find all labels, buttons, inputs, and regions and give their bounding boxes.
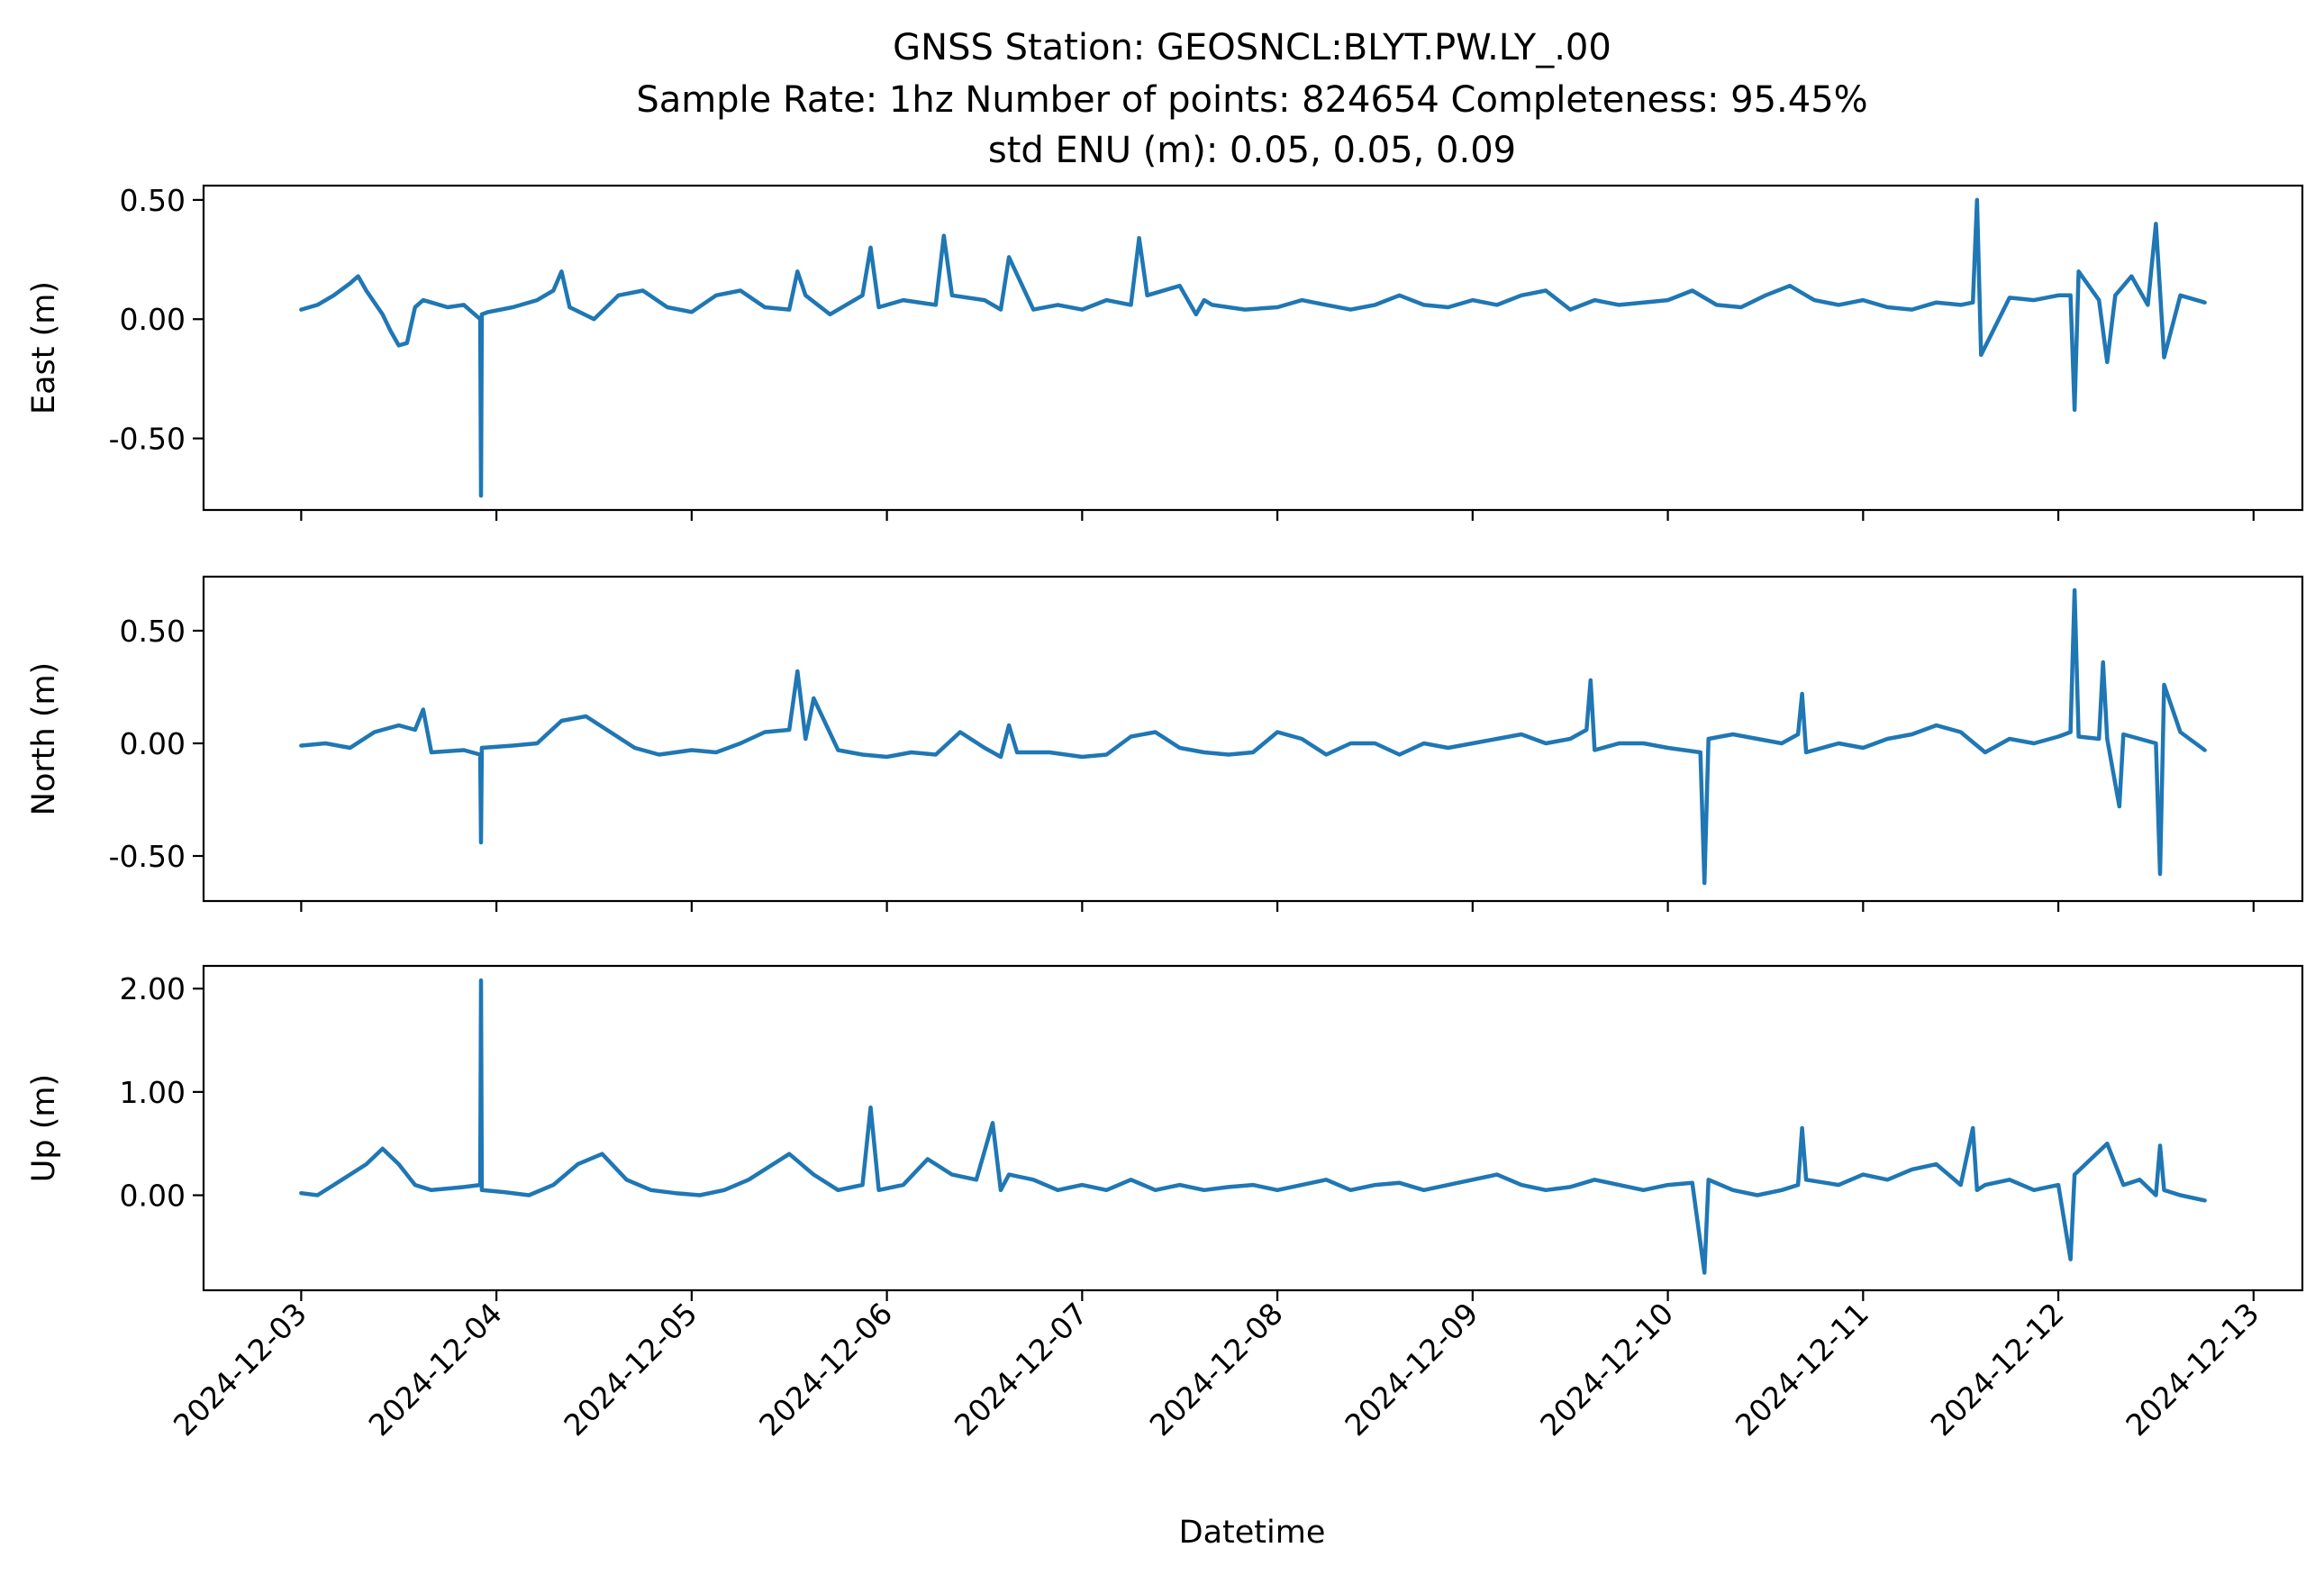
y-tick-label: 1.00 bbox=[120, 1075, 186, 1110]
series-line-0 bbox=[299, 978, 2207, 1275]
y-tick-label: 0.00 bbox=[120, 1179, 186, 1214]
subplot-1: -0.50 0.00 0.50 North (m) bbox=[26, 575, 2304, 912]
title-line-2: Sample Rate: 1hz Number of points: 82465… bbox=[636, 79, 1867, 121]
y-tick-label: 0.50 bbox=[120, 614, 186, 649]
plot-frame bbox=[202, 964, 2304, 1292]
y-tick-label: 0.00 bbox=[120, 726, 186, 761]
y-axis-label: North (m) bbox=[26, 662, 62, 815]
y-tick-label: 2.00 bbox=[120, 971, 186, 1006]
y-axis-label: East (m) bbox=[26, 281, 62, 414]
figure-title: GNSS Station: GEOSNCL:BLYT.PW.LY_.00 Sam… bbox=[636, 27, 1867, 171]
y-axis-label: Up (m) bbox=[26, 1074, 62, 1182]
y-tick-label: -0.50 bbox=[109, 839, 186, 874]
series-line-0 bbox=[299, 587, 2207, 886]
y-tick-label: -0.50 bbox=[109, 422, 186, 457]
plot-frame bbox=[202, 184, 2304, 512]
series-line-0 bbox=[299, 197, 2207, 498]
title-line-3: std ENU (m): 0.05, 0.05, 0.09 bbox=[988, 130, 1516, 171]
y-tick-label: 0.50 bbox=[120, 183, 186, 218]
x-axis-label: Datetime bbox=[1179, 1515, 1326, 1551]
subplot-0: -0.50 0.00 0.50 East (m) bbox=[26, 183, 2304, 521]
y-tick-label: 0.00 bbox=[120, 302, 186, 337]
plot-frame bbox=[202, 575, 2304, 903]
title-line-1: GNSS Station: GEOSNCL:BLYT.PW.LY_.00 bbox=[893, 27, 1611, 68]
